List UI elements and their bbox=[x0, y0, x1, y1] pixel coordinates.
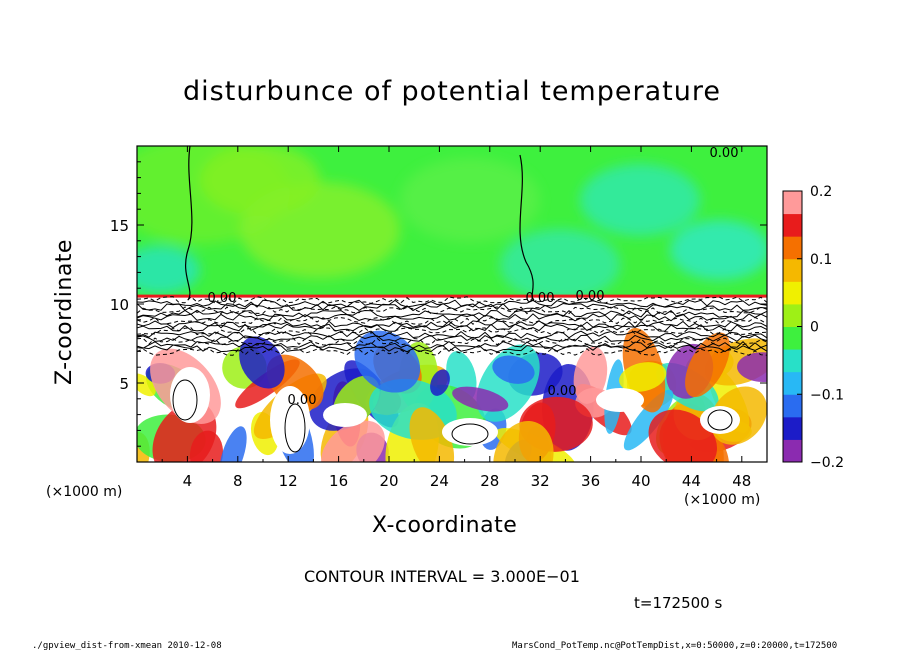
x-tick-label: 24 bbox=[430, 472, 449, 490]
x-tick-label: 8 bbox=[233, 472, 243, 490]
footer-left: ./gpview_dist-from-xmean 2010-12-08 bbox=[32, 641, 222, 651]
x-tick-label: 4 bbox=[183, 472, 193, 490]
contour-label: 0.00 bbox=[288, 393, 317, 408]
colorbar-swatch bbox=[783, 303, 802, 327]
colorbar-tick-label: 0.2 bbox=[810, 184, 832, 200]
x-unit-label-right: (×1000 m) bbox=[684, 492, 761, 508]
colorbar-tick-label: −0.2 bbox=[810, 455, 844, 471]
x-tick-label: 16 bbox=[329, 472, 348, 490]
footer-right: MarsCond_PotTemp.nc@PotTempDist,x=0:5000… bbox=[512, 641, 838, 651]
colorbar-swatch bbox=[783, 281, 802, 305]
contour-label: 0.00 bbox=[710, 146, 739, 161]
contour-label: 0.00 bbox=[208, 291, 237, 306]
y-tick-label: 10 bbox=[110, 296, 129, 314]
contour-label: 0.00 bbox=[548, 384, 577, 399]
contour-interval-label: CONTOUR INTERVAL = 3.000E−01 bbox=[304, 567, 580, 586]
x-axis-label: X-coordinate bbox=[372, 513, 518, 538]
colorbar-swatch bbox=[783, 236, 802, 260]
colorbar-tick-label: −0.1 bbox=[810, 387, 844, 403]
y-axis: 5 10 15 bbox=[110, 161, 767, 447]
chart-title: disturbunce of potential temperature bbox=[183, 76, 721, 107]
colorbar: 0.2 0.1 0 −0.1 −0.2 bbox=[782, 184, 844, 471]
x-axis: 4 8 12 16 20 24 28 32 36 40 44 48 bbox=[161, 146, 768, 490]
colorbar-swatch bbox=[783, 349, 802, 373]
colorbar-swatch bbox=[783, 371, 802, 395]
x-tick-label: 20 bbox=[379, 472, 398, 490]
colorbar-swatch bbox=[783, 326, 802, 350]
contour-lines: 0.00 0.00 0.00 0.00 0.00 0.00 bbox=[137, 146, 767, 453]
x-tick-label: 28 bbox=[480, 472, 499, 490]
x-tick-label: 48 bbox=[732, 472, 751, 490]
time-label: t=172500 s bbox=[634, 594, 723, 612]
contour-label: 0.00 bbox=[576, 289, 605, 304]
colorbar-swatch bbox=[783, 191, 802, 215]
x-tick-label: 12 bbox=[279, 472, 298, 490]
x-tick-label: 40 bbox=[631, 472, 650, 490]
colorbar-swatch bbox=[783, 394, 802, 418]
contour-label: 0.00 bbox=[526, 291, 555, 306]
y-tick-label: 15 bbox=[110, 217, 129, 235]
y-tick-label: 5 bbox=[119, 375, 129, 393]
x-tick-label: 32 bbox=[531, 472, 550, 490]
y-axis-label: Z-coordinate bbox=[52, 239, 77, 385]
colorbar-swatch bbox=[783, 213, 802, 237]
x-unit-label-left: (×1000 m) bbox=[46, 484, 123, 500]
colorbar-tick-label: 0.1 bbox=[810, 252, 832, 268]
x-tick-label: 36 bbox=[581, 472, 600, 490]
x-tick-label: 44 bbox=[682, 472, 701, 490]
colorbar-swatch bbox=[783, 416, 802, 440]
colorbar-swatch bbox=[783, 258, 802, 282]
colorbar-tick-label: 0 bbox=[810, 320, 819, 336]
colorbar-swatch bbox=[783, 439, 802, 463]
